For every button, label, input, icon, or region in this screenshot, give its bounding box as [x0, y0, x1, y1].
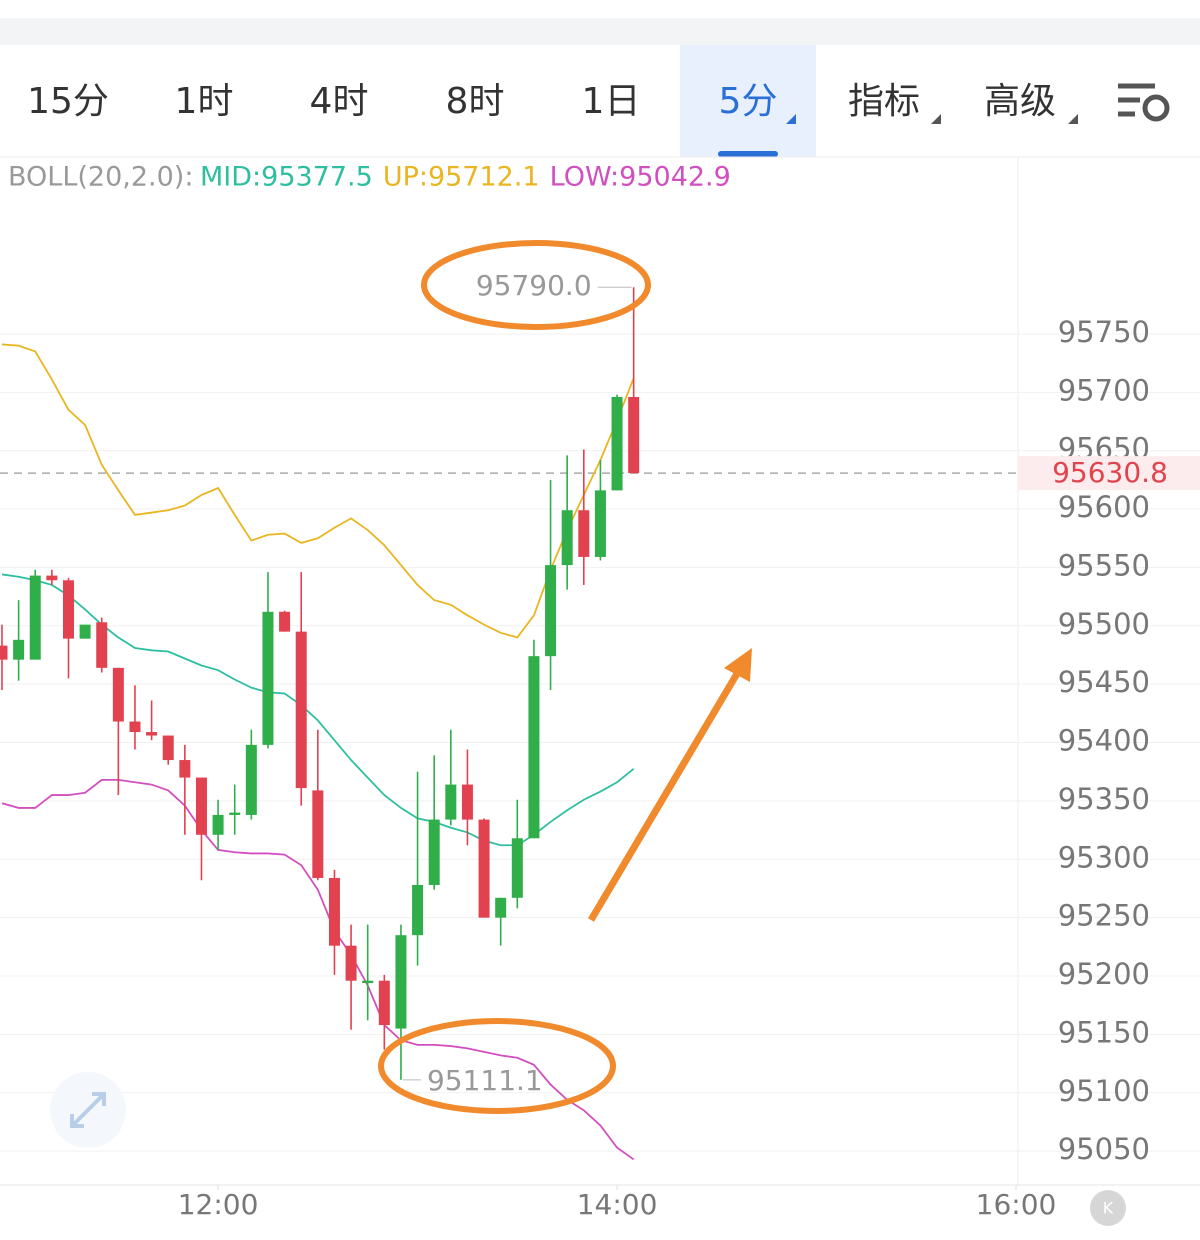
y-tick-label: 95100: [1058, 1074, 1150, 1108]
y-tick-label: 95750: [1058, 315, 1150, 349]
candle-body: [245, 744, 257, 815]
highlight-ellipse: [421, 240, 651, 330]
selected-tab-underline: [718, 151, 778, 157]
selected-tab-bg: [680, 45, 816, 157]
y-tick-label: 95500: [1058, 607, 1150, 641]
candle-body: [345, 945, 357, 981]
y-tick-label: 95550: [1058, 548, 1150, 582]
candle-body: [594, 490, 606, 557]
y-tick-label: 95400: [1058, 724, 1150, 758]
dropdown-caret: [786, 114, 796, 124]
candle-body: [362, 980, 374, 984]
indicator-value: MID:95377.5: [200, 162, 373, 193]
candle-body: [195, 777, 207, 835]
k-button[interactable]: [1090, 1190, 1126, 1226]
annotation-label: 95111.1: [427, 1064, 543, 1097]
x-tick-label: 14:00: [577, 1188, 658, 1221]
y-tick-label: 95250: [1058, 899, 1150, 933]
indicator-label: BOLL(20,2.0):: [8, 162, 193, 193]
k-button-icon: K: [1103, 1199, 1114, 1218]
tab[interactable]: 15分: [27, 81, 109, 122]
tab[interactable]: 8时: [446, 81, 505, 122]
candle-body: [112, 667, 124, 722]
annotation-label: 95790.0: [476, 269, 592, 302]
candle-body: [0, 645, 8, 660]
tab[interactable]: 1日: [582, 81, 641, 122]
dropdown-caret: [1068, 114, 1078, 124]
candle-body: [461, 784, 473, 820]
trend-arrow-head: [724, 648, 752, 682]
candle-body: [328, 877, 340, 946]
highlight-ellipse: [378, 1018, 616, 1114]
candle-body: [13, 639, 25, 660]
top-strip: [0, 18, 1200, 45]
candle-body: [628, 396, 640, 474]
settings-icon[interactable]: [1118, 83, 1170, 122]
candle-body: [212, 814, 224, 835]
candle-body: [478, 819, 490, 918]
y-tick-label: 95450: [1058, 665, 1150, 699]
candle-body: [79, 624, 91, 639]
candle-body: [528, 656, 540, 839]
candle-body: [578, 510, 590, 557]
candle-body: [561, 510, 573, 566]
candle-body: [495, 897, 507, 918]
last-price-bg: [1018, 456, 1200, 491]
tab[interactable]: 指标: [848, 81, 920, 122]
candle-body: [395, 935, 407, 1029]
y-tick-label: 95300: [1058, 840, 1150, 874]
candle-body: [96, 622, 108, 668]
candle-body: [611, 396, 623, 491]
indicator-value: UP:95712.1: [383, 162, 540, 193]
y-tick-label: 95700: [1058, 373, 1150, 407]
candle-body: [262, 611, 274, 745]
y-tick-label: 95050: [1058, 1132, 1150, 1166]
candle-body: [428, 819, 440, 885]
indicator-value: LOW:95042.9: [550, 162, 731, 193]
expand-icon: [70, 1092, 106, 1128]
candle-body: [29, 575, 41, 660]
tab[interactable]: 4时: [310, 81, 369, 122]
x-tick-label: 12:00: [178, 1188, 259, 1221]
y-tick-label: 95350: [1058, 782, 1150, 816]
tab[interactable]: 5分: [719, 81, 778, 122]
candle-body: [312, 790, 324, 878]
trend-arrow: [587, 670, 742, 922]
candle-body: [179, 760, 191, 778]
y-tick-label: 95600: [1058, 490, 1150, 524]
candle-body: [279, 611, 291, 632]
candle-body: [545, 565, 557, 657]
boll-line: [1, 343, 635, 639]
last-price-label: 95630.8: [1052, 456, 1168, 489]
y-tick-label: 95150: [1058, 1015, 1150, 1049]
candle-body: [511, 838, 523, 898]
candle-body: [445, 784, 457, 820]
candle-body: [295, 631, 307, 789]
y-tick-label: 95200: [1058, 957, 1150, 991]
tab[interactable]: 1时: [175, 81, 234, 122]
candle-body: [146, 732, 158, 736]
candle-body: [62, 580, 74, 639]
candle-body: [162, 735, 174, 761]
candle-body: [129, 721, 141, 733]
dropdown-caret: [931, 114, 941, 124]
x-tick-label: 16:00: [976, 1188, 1057, 1221]
tab[interactable]: 高级: [984, 81, 1056, 122]
boll-line: [1, 779, 635, 1161]
candle-body: [229, 812, 241, 815]
candle-body: [46, 575, 58, 581]
boll-line: [1, 573, 635, 847]
candle-body: [378, 980, 390, 1026]
candle-body: [412, 884, 424, 936]
